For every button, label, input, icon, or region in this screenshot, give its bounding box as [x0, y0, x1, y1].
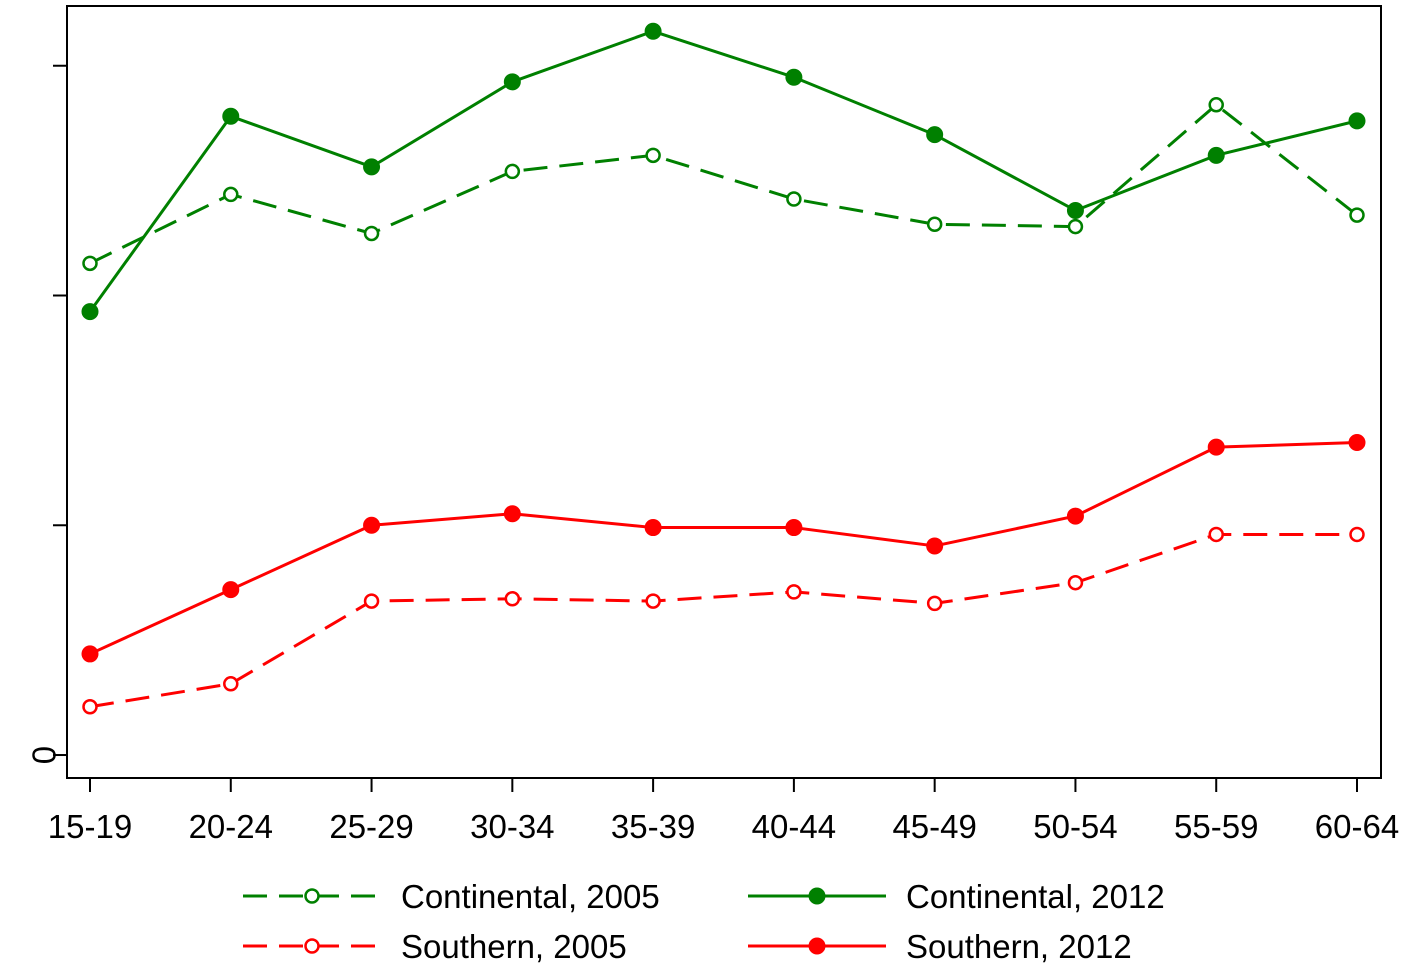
series-3 [81, 434, 1366, 663]
point-s0-9 [1349, 207, 1365, 223]
point-s1-2 [363, 158, 381, 176]
point-s1-3 [503, 73, 521, 91]
x-tick-label-5: 40-44 [752, 808, 836, 845]
x-tick-label-8: 55-59 [1174, 808, 1258, 845]
point-s2-8 [1208, 526, 1224, 543]
legend-swatch-marker-1 [808, 887, 826, 905]
series-2 [82, 526, 1365, 715]
point-s2-3 [504, 591, 521, 607]
point-s1-6 [926, 126, 944, 144]
series-line-3 [89, 441, 1358, 656]
legend-label-0: Continental, 2005 [401, 878, 660, 915]
point-s0-2 [363, 225, 380, 242]
legend-item-1: Continental, 2012 [748, 878, 1165, 915]
point-s1-9 [1348, 112, 1366, 130]
x-tick-label-9: 60-64 [1315, 808, 1399, 845]
point-s3-2 [363, 516, 381, 534]
legend-label-1: Continental, 2012 [906, 878, 1165, 915]
point-s2-1 [223, 676, 239, 692]
series-0 [82, 97, 1365, 272]
point-s1-5 [785, 68, 803, 86]
x-tick-label-6: 45-49 [892, 808, 976, 845]
point-s1-0 [81, 303, 99, 321]
legend-item-3: Southern, 2012 [748, 928, 1132, 965]
point-s3-1 [222, 581, 240, 599]
legend-label-3: Southern, 2012 [906, 928, 1132, 965]
series-line-0 [89, 103, 1358, 265]
point-s3-9 [1348, 434, 1366, 452]
legend-swatch-marker-0 [304, 888, 320, 904]
point-s0-3 [504, 163, 521, 180]
legend-swatch-marker-2 [304, 938, 320, 954]
series-1 [81, 22, 1366, 321]
legend: Continental, 2005 Continental, 2012 Southe… [243, 878, 1165, 965]
series-line-1 [88, 29, 1358, 313]
point-s2-7 [1067, 574, 1084, 591]
x-axis: 15-19 20-24 25-29 30-34 35-39 40-44 45-49 50-54… [48, 778, 1399, 845]
point-s0-8 [1208, 97, 1224, 113]
point-s3-5 [785, 519, 803, 537]
point-s3-3 [503, 505, 521, 523]
point-s2-0 [82, 699, 98, 715]
point-s1-4 [644, 22, 662, 40]
point-s1-7 [1066, 201, 1084, 219]
point-s0-6 [926, 216, 943, 233]
legend-item-0: Continental, 2005 [243, 878, 660, 915]
x-tick-label-0: 15-19 [48, 808, 132, 845]
point-s1-8 [1207, 146, 1225, 164]
x-tick-label-1: 20-24 [189, 808, 273, 845]
point-s0-7 [1067, 218, 1084, 235]
point-s3-6 [926, 537, 944, 555]
point-s2-9 [1349, 526, 1365, 543]
point-s0-4 [645, 147, 661, 164]
legend-item-2: Southern, 2005 [243, 928, 627, 965]
series-line-2 [89, 532, 1357, 709]
point-s2-5 [786, 584, 802, 600]
point-s3-7 [1066, 507, 1084, 525]
point-s0-1 [223, 186, 239, 203]
legend-label-2: Southern, 2005 [401, 928, 627, 965]
point-s0-0 [82, 255, 98, 272]
x-tick-label-2: 25-29 [329, 808, 413, 845]
point-s2-4 [645, 593, 661, 609]
point-s2-6 [926, 595, 943, 612]
point-s3-8 [1207, 438, 1225, 456]
point-s3-0 [81, 645, 99, 663]
x-tick-label-3: 30-34 [470, 808, 554, 845]
plot-frame [66, 5, 1382, 779]
point-s0-5 [786, 191, 802, 207]
point-s1-1 [222, 107, 240, 125]
y-tick-label-0: 0 [26, 746, 63, 764]
point-s3-4 [644, 519, 662, 537]
series-layer [81, 22, 1366, 715]
x-tick-label-4: 35-39 [611, 808, 695, 845]
point-s2-2 [363, 593, 380, 609]
legend-swatch-marker-3 [808, 937, 826, 955]
x-tick-label-7: 50-54 [1033, 808, 1117, 845]
y-axis: 0 [26, 64, 67, 764]
